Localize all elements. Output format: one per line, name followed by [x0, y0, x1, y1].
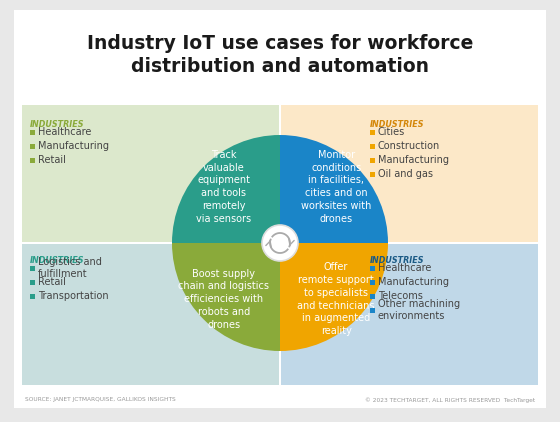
Text: Logistics and
fulfillment: Logistics and fulfillment	[38, 257, 102, 279]
Bar	[370, 279, 375, 284]
Wedge shape	[172, 243, 280, 351]
Text: Cities: Cities	[378, 127, 405, 137]
Bar	[370, 308, 375, 313]
Text: SOURCE: JANET JCTMARQUISE, GALLIKOS INSIGHTS: SOURCE: JANET JCTMARQUISE, GALLIKOS INSI…	[25, 398, 176, 403]
Text: Manufacturing: Manufacturing	[378, 277, 449, 287]
Bar	[30, 157, 35, 162]
Bar	[30, 265, 35, 271]
Text: Manufacturing: Manufacturing	[378, 155, 449, 165]
Bar	[30, 279, 35, 284]
FancyBboxPatch shape	[14, 10, 546, 408]
Bar	[30, 143, 35, 149]
Text: Healthcare: Healthcare	[378, 263, 431, 273]
Text: Construction: Construction	[378, 141, 440, 151]
Text: INDUSTRIES: INDUSTRIES	[30, 120, 85, 129]
Text: Manufacturing: Manufacturing	[38, 141, 109, 151]
Text: Oil and gas: Oil and gas	[378, 169, 433, 179]
Text: © 2023 TECHTARGET, ALL RIGHTS RESERVED  TechTarget: © 2023 TECHTARGET, ALL RIGHTS RESERVED T…	[365, 397, 535, 403]
Text: Telecoms: Telecoms	[378, 291, 423, 301]
Text: Industry IoT use cases for workforce
distribution and automation: Industry IoT use cases for workforce dis…	[87, 34, 473, 76]
Bar	[30, 293, 35, 298]
Bar	[22, 105, 279, 242]
Bar	[370, 265, 375, 271]
Text: INDUSTRIES: INDUSTRIES	[370, 120, 424, 129]
Bar	[370, 157, 375, 162]
Text: Offer
remote support
to specialists
and technicians
in augmented
reality: Offer remote support to specialists and …	[297, 262, 375, 336]
Wedge shape	[172, 135, 280, 243]
Wedge shape	[280, 243, 388, 351]
Bar	[22, 244, 279, 385]
Text: Transportation: Transportation	[38, 291, 109, 301]
Text: Healthcare: Healthcare	[38, 127, 91, 137]
Circle shape	[262, 225, 298, 261]
Text: Boost supply
chain and logistics
efficiencies with
robots and
drones: Boost supply chain and logistics efficie…	[178, 268, 269, 330]
Text: Other machining
environments: Other machining environments	[378, 299, 460, 321]
Bar	[281, 244, 538, 385]
Text: INDUSTRIES: INDUSTRIES	[370, 256, 424, 265]
Bar	[370, 171, 375, 176]
Text: Monitor
conditions
in facilities,
cities and on
worksites with
drones: Monitor conditions in facilities, cities…	[301, 150, 371, 224]
Text: Retail: Retail	[38, 155, 66, 165]
Bar	[370, 143, 375, 149]
Bar	[370, 293, 375, 298]
Wedge shape	[280, 135, 388, 243]
Text: INDUSTRIES: INDUSTRIES	[30, 256, 85, 265]
Text: Track
valuable
equipment
and tools
remotely
via sensors: Track valuable equipment and tools remot…	[196, 150, 251, 224]
Text: Retail: Retail	[38, 277, 66, 287]
Bar	[370, 130, 375, 135]
Bar	[281, 105, 538, 242]
Bar	[30, 130, 35, 135]
